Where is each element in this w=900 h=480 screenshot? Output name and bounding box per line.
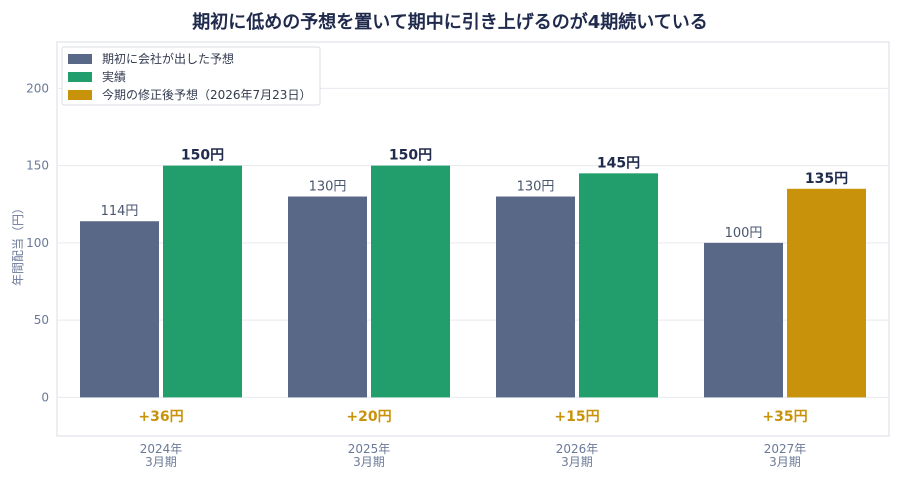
bar-result — [163, 165, 242, 398]
difference-labels: +36円 +20円 +15円 +35円 — [138, 409, 807, 425]
y-tick-label: 200 — [26, 81, 49, 95]
legend-box — [61, 46, 321, 106]
difference-label: +35円 — [762, 409, 807, 425]
y-axis-label: 年間配当（円） — [11, 202, 25, 286]
legend-swatch — [68, 72, 92, 82]
y-tick-label: 100 — [26, 236, 49, 250]
bar-forecast — [496, 196, 575, 398]
y-tick-label: 150 — [26, 159, 49, 173]
y-tick-label: 0 — [41, 390, 49, 404]
value-label-forecast: 100円 — [725, 226, 763, 241]
y-tick-label: 50 — [34, 313, 49, 327]
value-label-result: 150円 — [389, 148, 432, 164]
y-axis-ticks: 0 50 100 150 200 — [26, 81, 49, 404]
x-category-label: 3月期 — [353, 455, 385, 469]
difference-label: +20円 — [346, 409, 391, 425]
bar-forecast — [288, 196, 367, 398]
bar-result — [579, 173, 658, 398]
value-label-result: 135円 — [805, 171, 848, 187]
value-label-result: 150円 — [181, 148, 224, 164]
value-label-result: 145円 — [597, 155, 640, 171]
legend-label: 期初に会社が出した予想 — [102, 51, 234, 66]
x-category-label: 3月期 — [769, 455, 801, 469]
legend-label: 実績 — [102, 69, 126, 84]
difference-label: +36円 — [138, 409, 183, 425]
difference-label: +15円 — [554, 409, 599, 425]
bars — [80, 165, 866, 398]
x-category-label: 2027年 — [764, 442, 807, 456]
value-label-forecast: 130円 — [309, 180, 347, 195]
x-category-label: 2024年 — [140, 442, 183, 456]
chart-title: 期初に低めの予想を置いて期中に引き上げるのが4期続いている — [192, 12, 708, 33]
bar-forecast — [704, 242, 783, 398]
legend-swatch — [68, 54, 92, 64]
plot-frame — [56, 41, 890, 437]
value-label-forecast: 130円 — [517, 180, 555, 195]
legend-swatch — [68, 90, 92, 100]
x-category-label: 2025年 — [348, 442, 391, 456]
value-labels: 114円 150円 130円 150円 130円 145円 100円 135円 — [101, 148, 849, 241]
bar-result — [787, 188, 866, 398]
legend-label: 今期の修正後予想（2026年7月23日） — [102, 87, 311, 102]
bar-forecast — [80, 221, 159, 398]
x-category-label: 3月期 — [145, 455, 177, 469]
value-label-forecast: 114円 — [101, 204, 139, 219]
x-category-label: 3月期 — [561, 455, 593, 469]
x-category-label: 2026年 — [556, 442, 599, 456]
bar-result — [371, 165, 450, 398]
